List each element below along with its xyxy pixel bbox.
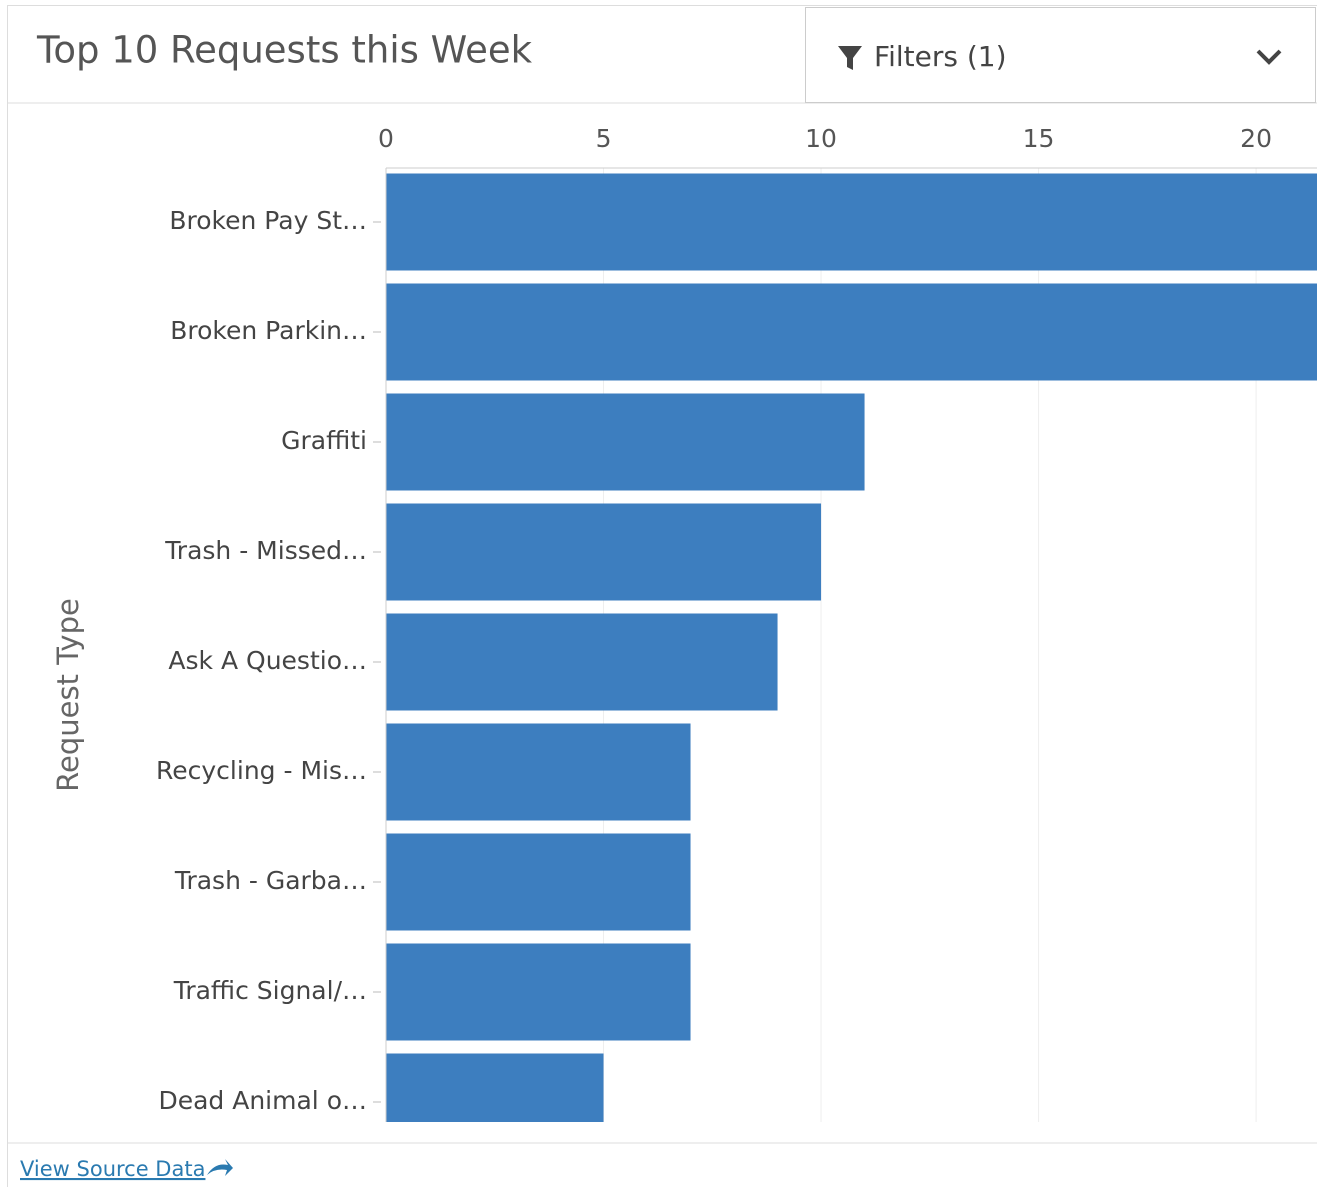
chevron-icon bbox=[1256, 49, 1282, 65]
y-tick-label: Graffiti bbox=[281, 426, 367, 455]
x-tick-label: 10 bbox=[805, 124, 837, 153]
bar bbox=[386, 173, 1317, 271]
y-tick-label: Broken Pay St… bbox=[169, 206, 367, 235]
bar bbox=[386, 943, 691, 1041]
filter-box[interactable] bbox=[805, 7, 1316, 103]
x-tick-label: 0 bbox=[378, 124, 394, 153]
y-tick-label: Traffic Signal/… bbox=[173, 976, 367, 1005]
y-axis-title: Request Type bbox=[51, 598, 85, 792]
source-link[interactable]: View Source Data bbox=[20, 1157, 205, 1181]
bar bbox=[386, 283, 1317, 381]
y-tick-label: Recycling - Mis… bbox=[156, 756, 367, 785]
filter-icon bbox=[838, 46, 862, 70]
bar bbox=[386, 1053, 604, 1122]
y-tick-label: Dead Animal o… bbox=[158, 1086, 367, 1115]
filter-dropdown[interactable]: Filters (1) bbox=[805, 7, 1316, 103]
bar bbox=[386, 393, 865, 491]
y-tick-label: Ask A Questio… bbox=[168, 646, 367, 675]
filter-label[interactable]: Filters (1) bbox=[874, 40, 1007, 73]
card-title: Top 10 Requests this Week bbox=[36, 29, 533, 72]
x-tick-label: 15 bbox=[1023, 124, 1055, 153]
x-tick-label: 5 bbox=[596, 124, 612, 153]
x-tick-label: 20 bbox=[1240, 124, 1272, 153]
y-tick-label: Trash - Garba… bbox=[174, 866, 367, 895]
y-tick-label: Broken Parkin… bbox=[170, 316, 367, 345]
bar bbox=[386, 613, 778, 711]
bar bbox=[386, 723, 691, 821]
link-arrow bbox=[207, 1159, 233, 1176]
y-tick-label: Trash - Missed… bbox=[164, 536, 367, 565]
bar bbox=[386, 833, 691, 931]
bar bbox=[386, 503, 822, 601]
